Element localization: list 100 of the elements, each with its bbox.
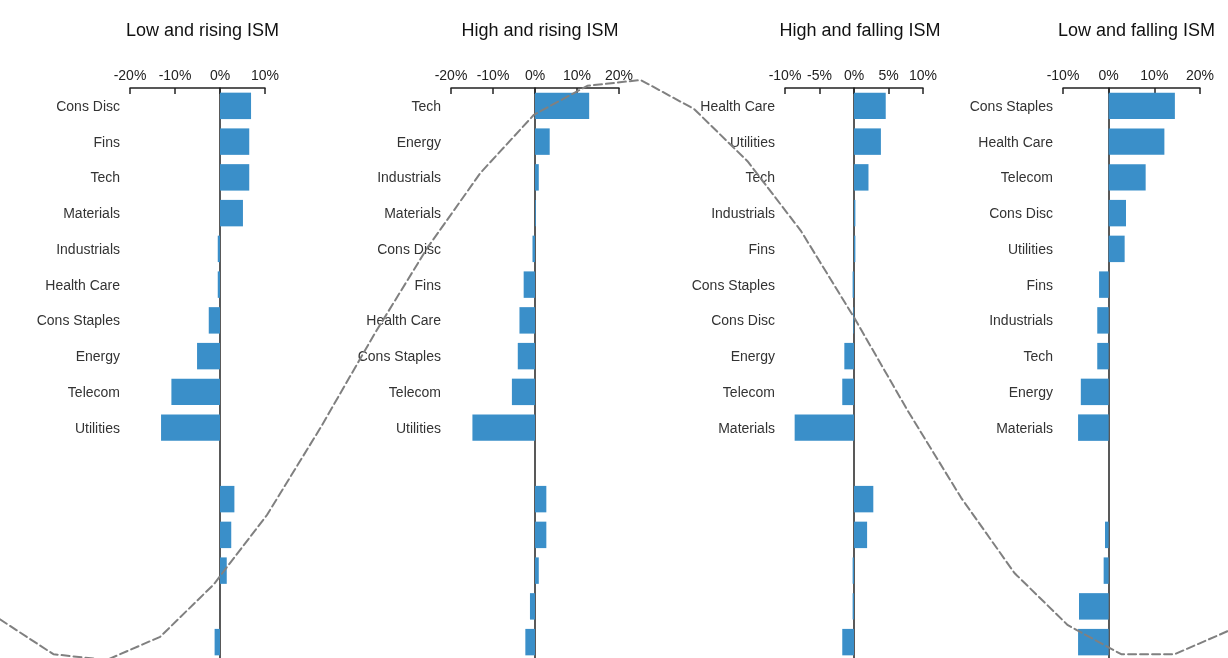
x-tick-label: -20% <box>113 67 147 83</box>
x-tick-label: 5% <box>878 67 899 83</box>
x-tick-label: -10% <box>476 67 510 83</box>
y-tick-label: Industrials <box>377 169 441 186</box>
bar <box>1108 128 1165 155</box>
x-tick-label: -10% <box>768 67 802 83</box>
y-tick-label: Materials <box>384 205 441 222</box>
bar <box>535 92 590 120</box>
y-tick-label: Tech <box>1023 348 1053 365</box>
y-tick-label: Telecom <box>1000 169 1053 186</box>
bar <box>842 628 854 656</box>
y-tick-label: Cons Staples <box>969 97 1053 114</box>
bar <box>853 92 886 120</box>
bar <box>1078 593 1109 620</box>
y-tick-label: Materials <box>718 419 775 436</box>
x-tick-label: -5% <box>807 67 832 83</box>
y-tick-label: Health Care <box>978 133 1054 150</box>
y-tick-label: Utilities <box>395 419 441 436</box>
bar <box>794 414 854 441</box>
bar <box>532 235 535 263</box>
bar <box>220 164 250 191</box>
bar <box>161 414 220 441</box>
bar <box>220 485 235 513</box>
x-tick-label: -10% <box>158 67 192 83</box>
x-tick-label: 10% <box>908 67 938 83</box>
y-tick-label: Telecom <box>67 383 120 400</box>
y-tick-label: Fins <box>1026 276 1053 293</box>
y-tick-label: Cons Disc <box>377 240 441 257</box>
y-tick-label: Cons Staples <box>357 348 441 365</box>
y-tick-label: Utilities <box>74 419 120 436</box>
chart-title: Low and falling ISM <box>1057 20 1216 40</box>
y-tick-label: Industrials <box>989 312 1053 329</box>
bar <box>1105 521 1109 549</box>
bar <box>535 128 550 155</box>
bar <box>1099 271 1109 298</box>
y-tick-label: Energy <box>396 133 441 150</box>
y-tick-label: Tech <box>411 97 441 114</box>
y-tick-label: Tech <box>90 169 120 186</box>
bar <box>853 164 869 191</box>
x-tick-label: 10% <box>250 67 280 83</box>
bar <box>1097 307 1109 334</box>
x-tick-label: 10% <box>1140 67 1169 83</box>
y-tick-label: Cons Disc <box>711 312 775 329</box>
bar <box>220 128 250 155</box>
y-tick-label: Materials <box>996 419 1053 436</box>
bar <box>1097 342 1109 370</box>
chart-title: High and falling ISM <box>779 20 941 40</box>
y-tick-label: Health Care <box>45 276 121 293</box>
chart-title: High and rising ISM <box>461 20 619 40</box>
y-tick-label: Industrials <box>56 240 120 257</box>
x-tick-label: 0% <box>209 67 231 83</box>
x-tick-label: 20% <box>1185 67 1215 83</box>
bar <box>1078 414 1109 441</box>
bar <box>519 307 535 334</box>
y-tick-label: Energy <box>75 348 120 365</box>
bar <box>1108 92 1175 120</box>
bar <box>1108 164 1146 191</box>
bar <box>535 521 547 549</box>
bar <box>217 271 220 298</box>
bar <box>1078 628 1109 656</box>
bar <box>1103 557 1109 584</box>
bar <box>171 378 220 406</box>
x-tick-label: 20% <box>604 67 634 83</box>
y-tick-label: Fins <box>93 133 120 150</box>
y-tick-label: Utilities <box>1007 240 1053 257</box>
y-tick-label: Energy <box>730 348 775 365</box>
y-tick-label: Cons Disc <box>56 97 120 114</box>
y-tick-label: Fins <box>414 276 441 293</box>
bar <box>220 521 232 549</box>
y-tick-label: Cons Staples <box>36 312 120 329</box>
x-tick-label: 0% <box>524 67 546 83</box>
bar <box>525 628 535 656</box>
bar <box>220 199 243 227</box>
y-tick-label: Industrials <box>711 205 775 222</box>
x-tick-label: 0% <box>843 67 865 83</box>
y-tick-label: Telecom <box>722 383 775 400</box>
bar <box>517 342 535 370</box>
bar <box>214 628 220 656</box>
x-tick-label: 0% <box>1098 67 1119 83</box>
bar <box>844 342 854 370</box>
bar <box>535 485 547 513</box>
bar <box>472 414 535 441</box>
y-tick-label: Cons Disc <box>989 205 1053 222</box>
bar <box>853 521 868 549</box>
bar <box>853 485 874 513</box>
bar <box>1108 235 1125 263</box>
bar <box>511 378 535 406</box>
chart-title: Low and rising ISM <box>125 20 280 40</box>
y-tick-label: Cons Staples <box>691 276 775 293</box>
y-tick-label: Utilities <box>729 133 775 150</box>
bar <box>842 378 854 406</box>
y-tick-label: Health Care <box>366 312 442 329</box>
x-tick-label: 10% <box>562 67 592 83</box>
bar <box>220 92 252 120</box>
bar <box>1080 378 1109 406</box>
bar <box>523 271 535 298</box>
y-tick-label: Telecom <box>388 383 441 400</box>
y-tick-label: Energy <box>1008 383 1053 400</box>
bar <box>853 128 881 155</box>
y-tick-label: Fins <box>748 240 775 257</box>
